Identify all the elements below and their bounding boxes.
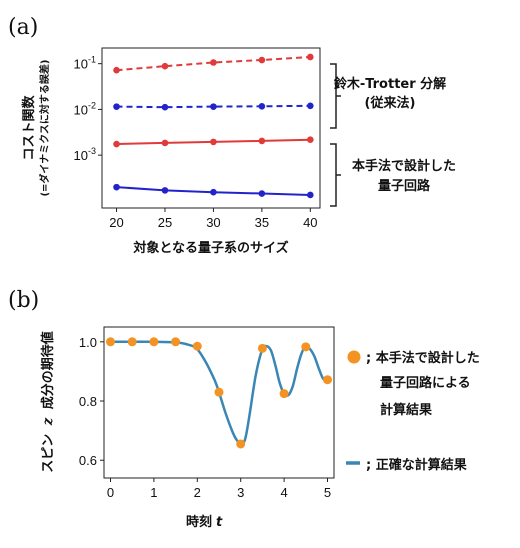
bracket-proposed: [330, 143, 341, 207]
chart-b-point: [301, 342, 311, 352]
chart-b-y-ticks: 0.6 0.8 1.0: [79, 335, 104, 468]
chart-a-point: [307, 136, 314, 143]
chart-b-x-tick-label: 4: [280, 485, 287, 500]
chart-a-y-tick-label: 10-2: [74, 100, 96, 117]
chart-a-point: [258, 56, 266, 64]
chart-a-point: [161, 62, 169, 70]
chart-a-frame: [101, 47, 321, 209]
chart-a-x-tick-label: 25: [158, 215, 172, 230]
chart-b-point: [106, 337, 116, 347]
chart-b-x-label: 時刻: [186, 514, 212, 530]
annotation-proposed-line2: 量子回路: [378, 178, 431, 194]
chart-a-series: [113, 53, 314, 199]
chart-b-point: [257, 343, 267, 353]
legend-proposed-line3: 計算結果: [380, 402, 432, 418]
chart-a-y-tick-label: 10-1: [74, 55, 96, 72]
legend-proposed-line2: 量子回路による: [380, 375, 471, 391]
chart-a-x-tick-label: 35: [255, 215, 269, 230]
chart-b-x-tick-label: 5: [324, 485, 331, 500]
annotation-trotter-line2: (従来法): [365, 95, 416, 111]
bracket-trotter: [330, 63, 341, 129]
annotation-trotter-line1: 鈴木-Trotter 分解: [334, 76, 446, 92]
chart-b-x-tick-label: 3: [237, 485, 244, 500]
chart-a-series-line-1: [116, 104, 311, 109]
chart-b-y-tick-label: 0.8: [79, 394, 97, 409]
chart-b-frame: [103, 326, 335, 479]
chart-a-point: [113, 140, 120, 148]
chart-b-point: [214, 387, 224, 397]
chart-a-point: [307, 102, 314, 110]
chart-b-point: [322, 375, 332, 385]
chart-a-point: [113, 103, 120, 110]
chart-b-x-tick-label: 2: [194, 485, 201, 500]
chart-a-point: [210, 188, 217, 196]
chart-a-point: [161, 103, 169, 111]
chart-a-point: [210, 138, 217, 146]
chart-a-y-tick-label: 10-3: [74, 146, 96, 163]
chart-b-y-label-part2: 成分の期待値: [40, 331, 56, 409]
chart-b-x-label-var: t: [216, 515, 223, 530]
chart-b-point: [192, 341, 202, 351]
chart-b-x-ticks: 0 1 2 3 4 5: [107, 478, 331, 500]
legend-marker-icon: [347, 350, 361, 364]
chart-b-y-tick-label: 0.6: [79, 453, 97, 468]
chart-b-point: [236, 439, 246, 449]
chart-b-point: [279, 389, 289, 399]
panel-a-label: (a): [8, 15, 38, 40]
chart-a-x-tick-label: 40: [303, 215, 317, 230]
chart-a-x-tick-label: 30: [206, 215, 220, 230]
chart-a-point: [113, 66, 120, 74]
annotation-proposed-line1: 本手法で設計した: [352, 158, 456, 174]
chart-b-y-label-part1: スピン: [41, 434, 56, 473]
circuit-result-points: [106, 337, 332, 449]
chart-a-x-tick-label: 20: [109, 215, 123, 230]
chart-a-point: [307, 191, 314, 199]
chart-a: 20 25 30 35 40 10-1 10-2 10-3 対象となる量子系のサイズ コスト…: [21, 47, 456, 256]
chart-b-x-tick-label: 1: [150, 485, 157, 500]
chart-a-y-ticks: 10-1 10-2 10-3: [74, 55, 102, 163]
chart-a-x-ticks: 20 25 30 35 40: [109, 208, 318, 230]
chart-b-point: [171, 337, 181, 347]
legend-exact-line1: ; 正確な計算結果: [366, 457, 467, 473]
chart-a-point: [307, 53, 314, 61]
chart-b-point: [127, 337, 137, 347]
chart-b-x-tick-label: 0: [107, 485, 114, 500]
chart-a-point: [113, 183, 120, 191]
panel-b-label: (b): [8, 288, 39, 313]
chart-b-y-label-var: z: [41, 417, 56, 426]
chart-a-series-line-0: [116, 56, 311, 72]
chart-a-point: [161, 139, 169, 147]
chart-a-point: [258, 137, 266, 145]
chart-b: 0 1 2 3 4 5 0.6 0.8 1.0 時刻 t スピン z 成分の期待値 ; 本手法…: [40, 326, 480, 530]
legend-proposed-line1: ; 本手法で設計した: [366, 350, 480, 366]
chart-a-point: [210, 103, 217, 110]
chart-a-point: [161, 187, 169, 194]
chart-a-y-label: コスト関数: [21, 95, 37, 161]
chart-b-y-tick-label: 1.0: [79, 335, 97, 350]
chart-a-y-sublabel: (=ダイナミクスに対する誤差): [38, 59, 51, 196]
chart-b-point: [149, 337, 159, 347]
chart-a-x-label: 対象となる量子系のサイズ: [132, 240, 288, 256]
chart-a-point: [210, 59, 217, 66]
chart-a-point: [258, 190, 266, 197]
chart-b-y-label: スピン z 成分の期待値: [40, 331, 56, 472]
chart-a-point: [258, 102, 266, 110]
